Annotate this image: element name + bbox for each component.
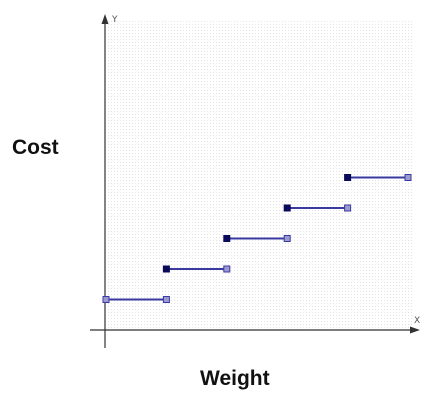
axes: Y X xyxy=(90,14,420,348)
open-endpoint-right-1 xyxy=(162,296,170,303)
open-endpoint-left-1 xyxy=(102,296,110,303)
open-endpoint-right-2 xyxy=(223,265,231,273)
x-axis-letter: X xyxy=(414,316,420,326)
open-endpoint-right-3 xyxy=(283,235,291,242)
closed-endpoint-left-3 xyxy=(223,235,231,242)
x-axis-title: Weight xyxy=(200,367,270,390)
x-axis-arrowhead xyxy=(410,326,420,334)
series-layer xyxy=(102,174,412,303)
open-endpoint-right-5 xyxy=(404,174,412,181)
y-axis-arrowhead xyxy=(101,14,109,24)
y-axis-title: Cost xyxy=(12,136,59,159)
open-endpoint-right-4 xyxy=(344,204,352,212)
plot-background-grid xyxy=(107,20,413,331)
closed-endpoint-left-5 xyxy=(344,174,352,181)
y-axis-letter: Y xyxy=(111,15,118,25)
closed-endpoint-left-4 xyxy=(283,204,291,212)
closed-endpoint-left-2 xyxy=(162,265,170,273)
